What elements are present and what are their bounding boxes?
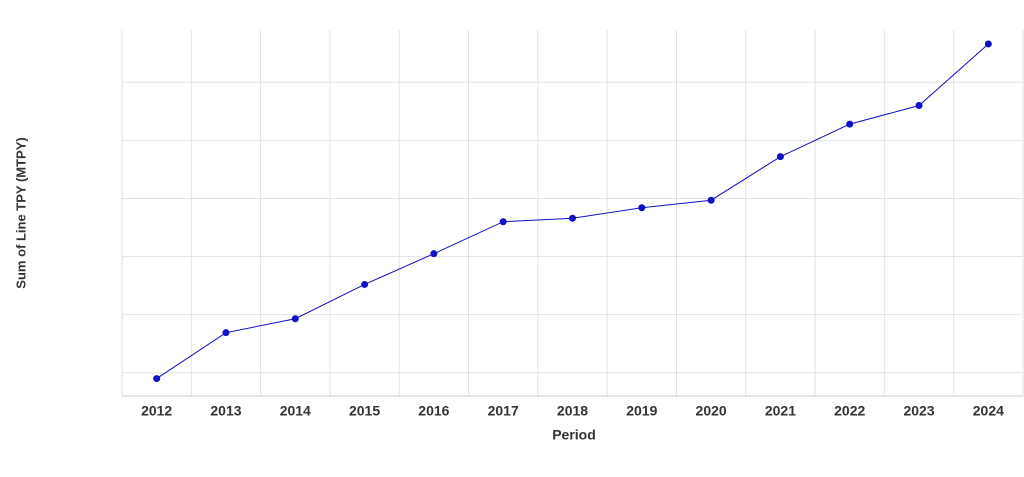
x-tick-label: 2015 (349, 403, 380, 419)
point (361, 280, 369, 288)
x-tick-label: 2019 (626, 403, 657, 419)
x-tick-label: 2023 (903, 403, 934, 419)
point (430, 250, 438, 258)
point (984, 40, 992, 48)
x-tick-label: 2020 (696, 403, 727, 419)
point (915, 102, 923, 110)
x-tick-label: 2024 (973, 403, 1004, 419)
point (222, 329, 230, 337)
point (776, 153, 784, 161)
point (638, 204, 646, 212)
x-tick-label: 2012 (141, 403, 172, 419)
x-tick-label: 2017 (488, 403, 519, 419)
x-tick-label: 2018 (557, 403, 588, 419)
x-tick-label: 2014 (280, 403, 311, 419)
point (846, 120, 854, 128)
point (291, 315, 299, 323)
x-tick-label: 2021 (765, 403, 796, 419)
x-tick-label: 2022 (834, 403, 865, 419)
point (569, 214, 576, 222)
y-axis-label: Sum of Line TPY (MTPY) (13, 137, 28, 288)
x-tick-label: 2016 (418, 403, 449, 419)
line (156, 43, 989, 379)
x-axis-label: Period (552, 427, 596, 443)
point (707, 196, 715, 204)
point (153, 375, 161, 383)
x-tick-label: 2013 (210, 403, 241, 419)
point (499, 218, 507, 226)
